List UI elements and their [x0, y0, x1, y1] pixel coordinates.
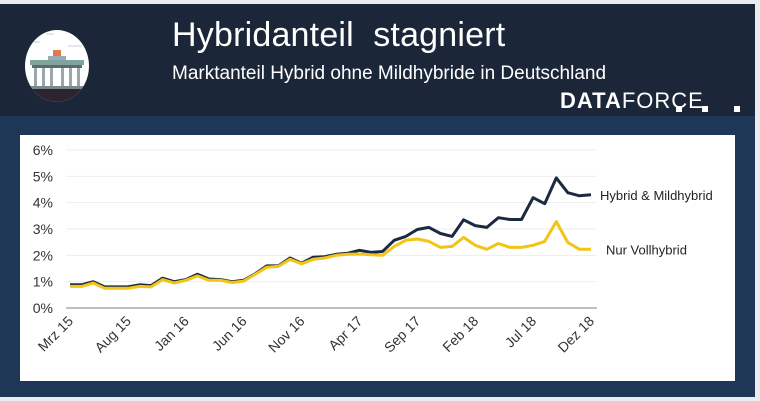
x-tick-label: Jun 16: [209, 313, 250, 354]
line-chart: 0% 1% 2% 3% 4% 5% 6% Mrz 15 Aug 15 Jan 16 Jun 16 No…: [33, 142, 713, 356]
x-tick-label: Mrz 15: [35, 313, 77, 355]
y-tick-label: 4%: [33, 195, 53, 211]
header: Hybridanteil stagniert Marktanteil Hybri…: [0, 4, 755, 116]
logo-dot: [676, 106, 682, 112]
series-line-hybrid-mildhybrid: [70, 176, 592, 289]
x-tick-label: Sep 17: [381, 313, 424, 356]
x-tick-label: Aug 15: [91, 313, 134, 356]
x-tick-label: Jul 18: [502, 313, 540, 351]
y-tick-label: 3%: [33, 221, 53, 237]
y-tick-label: 5%: [33, 168, 53, 184]
chart-panel: 0% 1% 2% 3% 4% 5% 6% Mrz 15 Aug 15 Jan 16 Jun 16 No…: [20, 135, 735, 381]
y-tick-label: 2%: [33, 247, 53, 263]
legend-label: Nur Vollhybrid: [606, 242, 687, 257]
y-tick-label: 1%: [33, 274, 53, 290]
page-subtitle: Marktanteil Hybrid ohne Mildhybride in D…: [172, 63, 607, 84]
x-tick-label: Apr 17: [325, 313, 366, 354]
x-tick-label: Nov 16: [265, 313, 308, 356]
page-title: Hybridanteil stagniert: [172, 16, 506, 54]
dataforce-logo: DATAFORCE: [560, 88, 704, 113]
logo-dot: [734, 106, 740, 112]
legend-label: Hybrid & Mildhybrid: [600, 188, 713, 203]
logo-dot: [702, 106, 708, 112]
x-tick-label: Feb 18: [439, 313, 481, 355]
x-tick-label: Dez 18: [554, 313, 597, 356]
x-tick-label: Jan 16: [151, 313, 192, 354]
brandenburg-gate-icon: [25, 30, 89, 102]
series-line-nur-vollhybrid: [70, 220, 591, 290]
y-tick-label: 6%: [33, 142, 53, 158]
y-tick-label: 0%: [33, 300, 53, 316]
